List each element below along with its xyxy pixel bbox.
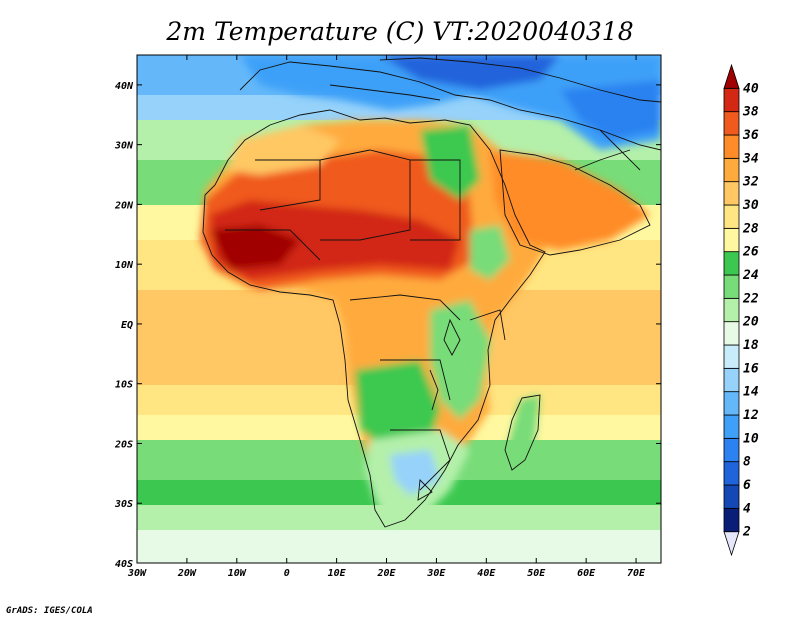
x-tick-label: 50E xyxy=(527,568,546,579)
map-panel xyxy=(137,55,661,563)
colorbar-bin xyxy=(723,414,740,439)
grads-credit: GrADS: IGES/COLA xyxy=(6,606,93,616)
y-axis-ticks: 40S 30S 20S 10S EQ 10N 20N 30N 40N xyxy=(114,81,661,570)
colorbar-bin xyxy=(723,484,740,509)
colorbar-label: 28 xyxy=(742,221,759,236)
x-tick-label: 0 xyxy=(284,568,290,579)
colorbar-bin xyxy=(723,63,740,89)
y-tick-label: 40N xyxy=(115,81,134,92)
colorbar-label: 30 xyxy=(742,198,759,213)
colorbar-label: 24 xyxy=(742,268,759,283)
colorbar-label: 16 xyxy=(743,361,759,376)
map-frame xyxy=(136,54,662,564)
y-tick-label: EQ xyxy=(121,320,133,331)
colorbar-bin xyxy=(723,181,740,206)
colorbar-bin xyxy=(723,204,740,229)
colorbar-label: 12 xyxy=(743,408,759,423)
colorbar-bin xyxy=(723,437,740,463)
y-tick-label: 30N xyxy=(114,141,134,152)
colorbar-bin xyxy=(723,507,740,533)
colorbar-label: 22 xyxy=(742,291,759,306)
colorbar-bin xyxy=(723,344,740,369)
colorbar-bin xyxy=(723,321,740,346)
x-tick-label: 20W xyxy=(177,568,197,579)
colorbar-label: 10 xyxy=(743,431,759,446)
colorbar-bin xyxy=(723,274,740,299)
x-tick-label: 40E xyxy=(477,568,496,579)
colorbar-label: 26 xyxy=(742,245,759,260)
colorbar-bin xyxy=(723,391,740,416)
colorbar-label: 34 xyxy=(742,151,759,166)
colorbar-bin xyxy=(723,111,740,136)
colorbar-bin xyxy=(723,531,740,557)
x-tick-label: 30E xyxy=(426,568,446,579)
colorbar-label: 14 xyxy=(743,385,759,400)
y-tick-label: 20N xyxy=(114,200,134,211)
y-tick-label: 10N xyxy=(115,260,134,271)
colorbar-bin xyxy=(723,227,740,253)
colorbar-label: 36 xyxy=(742,128,759,143)
colorbar-bin xyxy=(723,251,740,276)
colorbar-label: 38 xyxy=(742,105,759,120)
colorbar-label: 18 xyxy=(743,338,759,353)
colorbar-bin xyxy=(723,134,740,159)
x-tick-label: 70E xyxy=(627,568,646,579)
colorbar-label: 20 xyxy=(742,315,759,330)
colorbar-label: 6 xyxy=(743,478,751,493)
colorbar-bin xyxy=(723,87,740,113)
colorbar-bin xyxy=(723,297,740,323)
coastline-outlines xyxy=(202,57,661,528)
y-tick-label: 10S xyxy=(115,380,133,391)
figure-title: 2m Temperature (C) VT:2020040318 xyxy=(165,17,633,46)
colorbar-bin xyxy=(723,461,740,486)
colorbar-label: 8 xyxy=(743,455,751,470)
x-axis-ticks: 30W 20W 10W 0 10E 20E 30E 40E 50E 60E 70E xyxy=(127,55,646,579)
x-tick-label: 10E xyxy=(328,568,347,579)
colorbar-label: 4 xyxy=(743,501,751,516)
y-tick-label: 20S xyxy=(114,439,133,450)
colorbar-bin xyxy=(723,157,740,183)
colorbar-bin xyxy=(723,367,740,393)
colorbar-label: 40 xyxy=(743,81,759,96)
x-tick-label: 10W xyxy=(228,568,247,579)
x-tick-label: 60E xyxy=(577,568,596,579)
x-tick-label: 20E xyxy=(376,568,396,579)
y-tick-label: 40S xyxy=(115,559,133,570)
colorbar-label: 2 xyxy=(742,525,751,540)
x-tick-label: 30W xyxy=(127,568,147,579)
colorbar-label: 32 xyxy=(742,175,759,190)
y-tick-label: 30S xyxy=(114,499,133,510)
